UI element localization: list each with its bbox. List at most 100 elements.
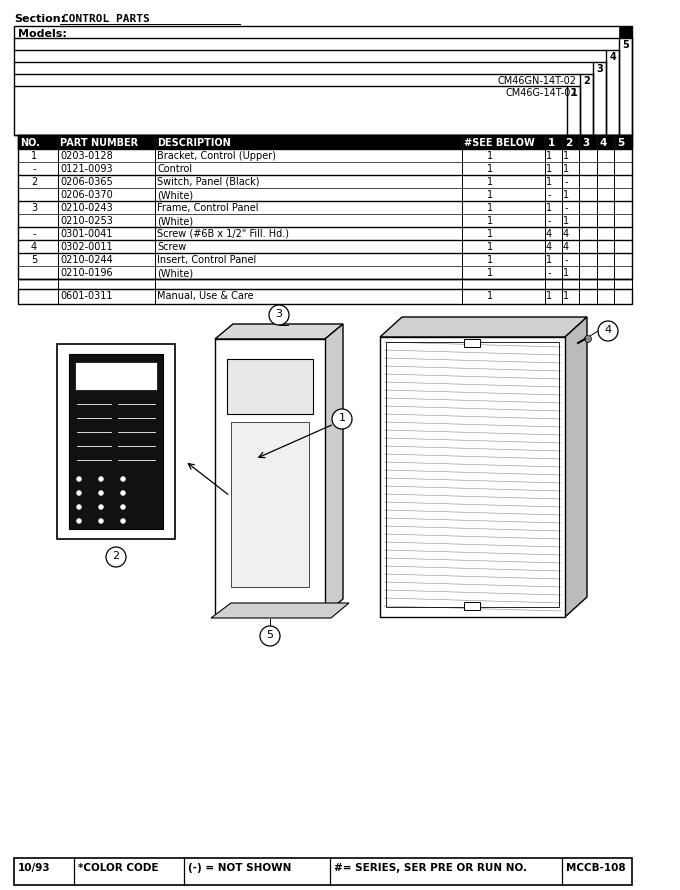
Text: 0210-0196: 0210-0196 xyxy=(60,268,113,278)
Text: (White): (White) xyxy=(157,268,193,278)
Polygon shape xyxy=(211,603,349,618)
Text: 1: 1 xyxy=(487,164,493,174)
Text: Screw (#6B x 1/2" Fill. Hd.): Screw (#6B x 1/2" Fill. Hd.) xyxy=(157,229,289,239)
Circle shape xyxy=(99,490,103,496)
Text: 1: 1 xyxy=(563,190,569,200)
Circle shape xyxy=(99,519,103,523)
Circle shape xyxy=(260,626,280,646)
Text: -: - xyxy=(564,255,568,265)
Text: -: - xyxy=(547,190,551,200)
Text: 3: 3 xyxy=(582,138,590,148)
Bar xyxy=(18,135,632,149)
Circle shape xyxy=(332,409,352,429)
Text: PART NUMBER: PART NUMBER xyxy=(60,138,138,148)
Text: 1: 1 xyxy=(487,229,493,239)
Text: 1: 1 xyxy=(487,216,493,226)
Text: 1: 1 xyxy=(563,151,569,161)
Text: 4: 4 xyxy=(600,138,607,148)
Circle shape xyxy=(120,490,126,496)
Circle shape xyxy=(269,305,289,325)
Text: Manual, Use & Care: Manual, Use & Care xyxy=(157,291,254,301)
Text: 1: 1 xyxy=(546,255,552,265)
Text: 1: 1 xyxy=(487,190,493,200)
Polygon shape xyxy=(565,317,587,617)
Text: 1: 1 xyxy=(563,216,569,226)
Text: 1: 1 xyxy=(487,177,493,187)
Text: 1: 1 xyxy=(563,164,569,174)
Text: CONTROL PARTS: CONTROL PARTS xyxy=(62,14,150,24)
Circle shape xyxy=(106,547,126,567)
Text: Bracket, Control (Upper): Bracket, Control (Upper) xyxy=(157,151,276,161)
Bar xyxy=(231,422,309,587)
Circle shape xyxy=(99,505,103,509)
Text: 4: 4 xyxy=(546,242,552,252)
Text: 2: 2 xyxy=(31,177,37,187)
Text: 3: 3 xyxy=(31,203,37,213)
Bar xyxy=(464,339,480,347)
Text: -: - xyxy=(547,268,551,278)
Text: 3: 3 xyxy=(596,64,603,74)
Bar xyxy=(57,344,175,539)
Text: 1: 1 xyxy=(546,164,552,174)
Text: 2: 2 xyxy=(112,551,120,561)
Text: (-) = NOT SHOWN: (-) = NOT SHOWN xyxy=(188,863,291,873)
Polygon shape xyxy=(380,317,587,337)
Text: 5: 5 xyxy=(31,255,37,265)
Circle shape xyxy=(120,505,126,509)
Polygon shape xyxy=(325,324,343,614)
Text: 0210-0244: 0210-0244 xyxy=(60,255,113,265)
Text: Frame, Control Panel: Frame, Control Panel xyxy=(157,203,258,213)
Circle shape xyxy=(76,476,82,481)
Bar xyxy=(69,354,163,529)
Text: 3: 3 xyxy=(275,309,282,319)
Text: #= SERIES, SER PRE OR RUN NO.: #= SERIES, SER PRE OR RUN NO. xyxy=(334,863,527,873)
Circle shape xyxy=(99,476,103,481)
Text: Section:: Section: xyxy=(14,14,65,24)
Text: 4: 4 xyxy=(563,229,569,239)
Text: 4: 4 xyxy=(546,229,552,239)
Bar xyxy=(18,279,632,289)
Text: 1: 1 xyxy=(487,151,493,161)
Text: (White): (White) xyxy=(157,216,193,226)
Text: -: - xyxy=(32,229,36,239)
Bar xyxy=(75,362,157,390)
Bar xyxy=(464,602,480,610)
Circle shape xyxy=(585,336,592,343)
Text: 0206-0365: 0206-0365 xyxy=(60,177,113,187)
Text: 1: 1 xyxy=(487,242,493,252)
Bar xyxy=(18,289,632,304)
Text: 0301-0041: 0301-0041 xyxy=(60,229,112,239)
Text: Models:: Models: xyxy=(18,29,67,39)
Text: -: - xyxy=(547,216,551,226)
Text: 0601-0311: 0601-0311 xyxy=(60,291,112,301)
Bar xyxy=(619,26,632,38)
Text: 1: 1 xyxy=(546,151,552,161)
Text: CM46GN-14T-02: CM46GN-14T-02 xyxy=(498,76,577,86)
Text: Screw: Screw xyxy=(157,242,186,252)
Bar xyxy=(386,342,559,607)
Text: 5: 5 xyxy=(267,630,273,640)
Text: Insert, Control Panel: Insert, Control Panel xyxy=(157,255,256,265)
Text: 0206-0370: 0206-0370 xyxy=(60,190,113,200)
Text: 1: 1 xyxy=(546,177,552,187)
Circle shape xyxy=(120,519,126,523)
Text: Control: Control xyxy=(157,164,192,174)
Text: 2: 2 xyxy=(565,138,573,148)
Bar xyxy=(380,337,565,617)
Text: 1: 1 xyxy=(487,268,493,278)
Text: #SEE BELOW: #SEE BELOW xyxy=(464,138,534,148)
Circle shape xyxy=(120,476,126,481)
Text: -: - xyxy=(564,177,568,187)
Bar xyxy=(18,135,632,149)
Text: 1: 1 xyxy=(487,203,493,213)
Circle shape xyxy=(76,505,82,509)
Bar xyxy=(215,339,325,614)
Text: 0210-0243: 0210-0243 xyxy=(60,203,113,213)
Text: 0302-0011: 0302-0011 xyxy=(60,242,113,252)
Text: 1: 1 xyxy=(571,88,577,98)
Text: 4: 4 xyxy=(605,325,611,335)
Text: 4: 4 xyxy=(563,242,569,252)
Text: 1: 1 xyxy=(563,291,569,301)
Text: 1: 1 xyxy=(487,291,493,301)
Text: 1: 1 xyxy=(546,291,552,301)
